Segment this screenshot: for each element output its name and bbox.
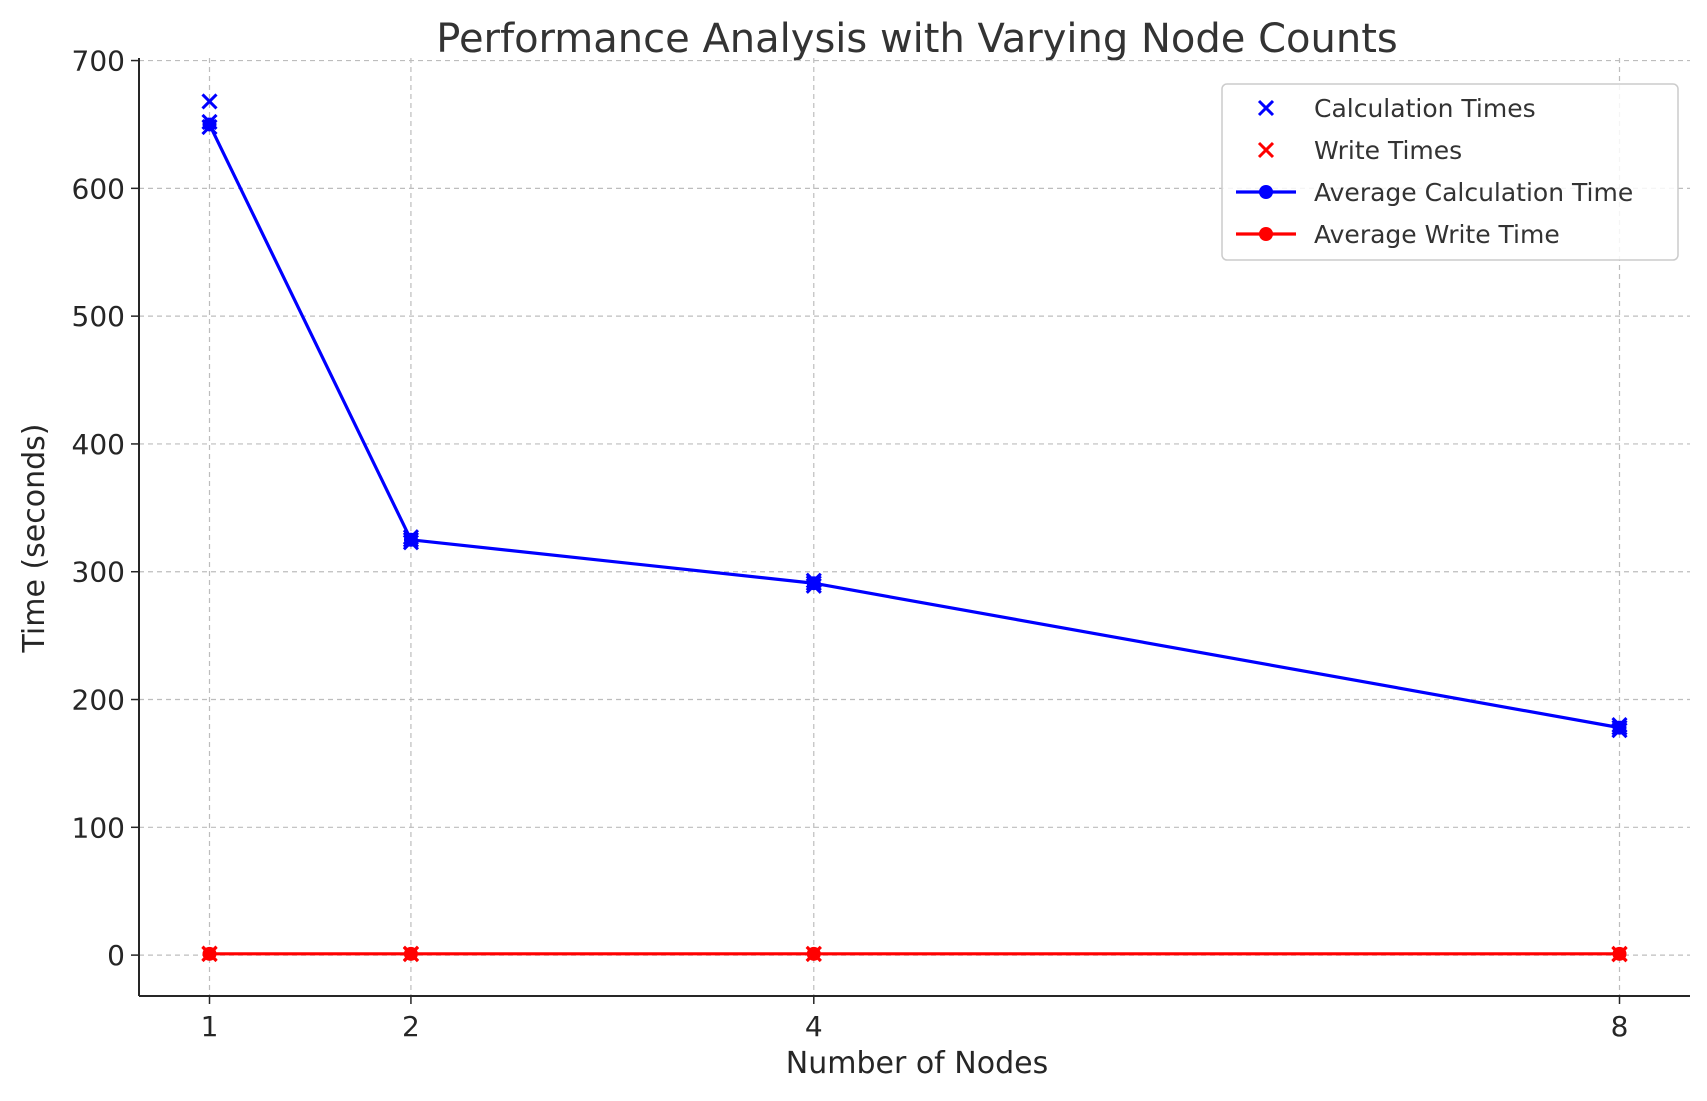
legend-label: Write Times	[1314, 136, 1462, 165]
scatter-point	[805, 572, 822, 589]
scatter-point	[402, 531, 419, 548]
legend-marker-dot	[1259, 227, 1273, 241]
chart-title: Performance Analysis with Varying Node C…	[436, 16, 1397, 62]
legend-marker	[1257, 141, 1275, 159]
legend-item: Write Times	[1257, 136, 1462, 165]
y-tick-label: 700	[72, 45, 125, 78]
y-tick-label: 100	[72, 811, 125, 844]
scatter-point	[402, 946, 419, 963]
legend-item: Average Write Time	[1236, 220, 1560, 249]
legend-frame	[1221, 83, 1679, 261]
axes	[131, 58, 1690, 1004]
scatter-point	[1611, 717, 1628, 734]
x-tick-label: 1	[201, 1010, 219, 1043]
scatter-point	[402, 529, 419, 546]
scatter-point	[201, 93, 218, 110]
scatter-point	[805, 577, 822, 594]
legend-label: Calculation Times	[1314, 94, 1536, 123]
legend-marker-dot	[1259, 185, 1273, 199]
scatter-point	[201, 118, 218, 136]
x-tick-label: 8	[1611, 1010, 1629, 1043]
scatter-point	[1611, 719, 1628, 736]
y-tick-label: 500	[72, 300, 125, 333]
legend-label: Average Write Time	[1314, 220, 1560, 249]
legend-item: Calculation Times	[1257, 94, 1536, 123]
y-tick-label: 200	[72, 684, 125, 717]
scatter-point	[1611, 946, 1628, 963]
y-tick-label: 0	[107, 939, 125, 972]
average-point	[202, 117, 217, 132]
tick-labels: 0 100 200 300 400 500 600 700 1 2 4 8	[72, 45, 1629, 1043]
legend-label: Average Calculation Time	[1314, 178, 1633, 207]
scatter-point	[1611, 722, 1628, 739]
legend-marker	[1257, 99, 1275, 117]
scatter-point	[805, 575, 822, 592]
series	[201, 93, 1628, 963]
x-tick-label: 4	[805, 1010, 823, 1043]
legend: Calculation Times Write Times Average Calc…	[1221, 83, 1679, 261]
y-tick-label: 600	[72, 172, 125, 205]
y-tick-label: 300	[72, 556, 125, 589]
scatter-point	[201, 946, 218, 963]
scatter-point	[805, 946, 822, 963]
y-tick-label: 400	[72, 428, 125, 461]
scatter-point	[402, 534, 419, 551]
y-axis-label: Time (seconds)	[17, 424, 52, 654]
x-tick-label: 2	[402, 1010, 420, 1043]
series-line	[208, 123, 1620, 730]
scatter-point	[201, 113, 218, 130]
legend-item: Average Calculation Time	[1236, 178, 1633, 207]
x-axis-label: Number of Nodes	[786, 1046, 1048, 1081]
